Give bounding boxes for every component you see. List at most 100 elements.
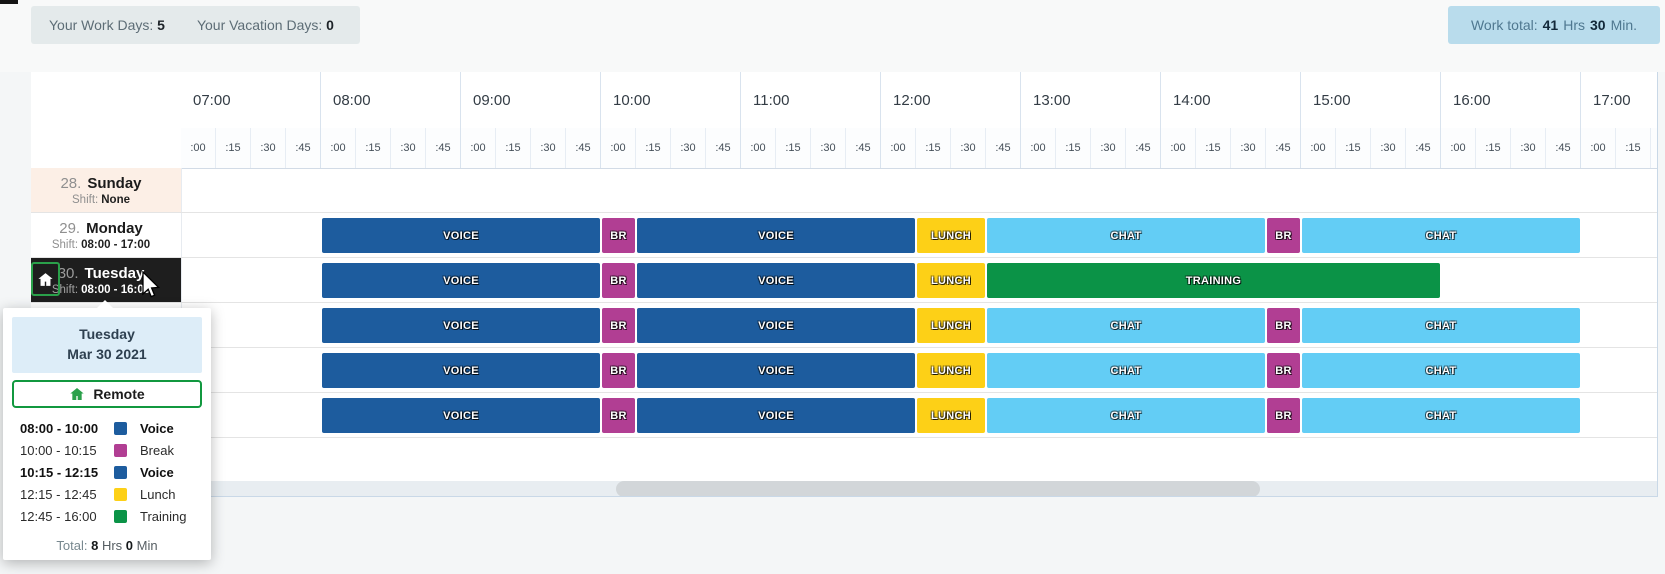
segment-voice[interactable]: VOICE <box>322 308 600 343</box>
popup-total-hours-unit: Hrs <box>101 537 123 553</box>
segment-br[interactable]: BR <box>1267 308 1300 343</box>
timeline-hour-1600: 16:00 <box>1441 72 1581 128</box>
segment-chat[interactable]: CHAT <box>987 353 1265 388</box>
segment-training[interactable]: TRAINING <box>987 263 1440 298</box>
timeline-hour-0900: 09:00 <box>461 72 601 128</box>
work-days-label: Your Work Days: <box>49 17 154 33</box>
timeline-quarter-1600-15: :15 <box>1476 128 1511 168</box>
popup-entry-training: 12:45 - 16:00 Training <box>3 506 211 528</box>
timeline-quarter-1600-30: :30 <box>1511 128 1546 168</box>
day-label-monday[interactable]: 29. Monday Shift: 08:00 - 17:00 <box>31 213 181 257</box>
popup-total-hours: 8 <box>91 537 99 553</box>
timeline-quarter-0900-15: :15 <box>496 128 531 168</box>
segment-chat[interactable]: CHAT <box>987 398 1265 433</box>
segment-chat[interactable]: CHAT <box>1302 308 1580 343</box>
schedule-grid: 07:00:00:15:30:45 08:00:00:15:30:45 09:00:… <box>31 72 1658 497</box>
segment-br[interactable]: BR <box>602 218 635 253</box>
segment-br[interactable]: BR <box>1267 353 1300 388</box>
segment-chat[interactable]: CHAT <box>987 308 1265 343</box>
segment-br[interactable]: BR <box>602 353 635 388</box>
timeline-hour-1400: 14:00 <box>1161 72 1301 128</box>
vacation-days-stat: Your Vacation Days: 0 <box>197 17 334 33</box>
timeline-quarter-1700-30: :30 <box>1651 128 1657 168</box>
segment-lunch[interactable]: LUNCH <box>917 308 985 343</box>
segment-voice[interactable]: VOICE <box>322 353 600 388</box>
timeline-quarter-1700-15: :15 <box>1616 128 1651 168</box>
segment-voice[interactable]: VOICE <box>322 398 600 433</box>
segment-voice[interactable]: VOICE <box>637 398 915 433</box>
timeline-quarter-1200-15: :15 <box>916 128 951 168</box>
timeline-quarter-1400-15: :15 <box>1196 128 1231 168</box>
entry-time: 12:15 - 12:45 <box>20 487 97 503</box>
timeline-quarter-1000-15: :15 <box>636 128 671 168</box>
segment-br[interactable]: BR <box>1267 218 1300 253</box>
shift-label: Shift: <box>51 238 79 251</box>
day-row: VOICE BR VOICE LUNCH CHAT BR CHAT <box>31 348 1657 393</box>
day-shift: Shift: 08:00 - 17:00 <box>52 239 150 251</box>
segment-br[interactable]: BR <box>602 308 635 343</box>
segment-voice[interactable]: VOICE <box>637 308 915 343</box>
entry-label: Break <box>140 443 174 459</box>
timeline-hour-1500: 15:00 <box>1301 72 1441 128</box>
segment-lunch[interactable]: LUNCH <box>917 353 985 388</box>
timeline-quarter-0800-15: :15 <box>356 128 391 168</box>
segment-chat[interactable]: CHAT <box>1302 218 1580 253</box>
remote-home-badge <box>31 262 60 296</box>
entry-label: Lunch <box>140 487 176 503</box>
home-icon <box>70 387 84 400</box>
day-label-tuesday[interactable]: 30. Tuesday Shift: 08:00 - 16:00 <box>31 258 181 302</box>
segment-voice[interactable]: VOICE <box>637 353 915 388</box>
remote-button[interactable]: Remote <box>12 379 202 408</box>
shift-value: 08:00 - 16:00 <box>81 283 151 296</box>
timeline-quarter-1100-15: :15 <box>776 128 811 168</box>
day-row-monday: 29. Monday Shift: 08:00 - 17:00 VOICE BR VOICE… <box>31 213 1657 258</box>
segment-chat[interactable]: CHAT <box>1302 353 1580 388</box>
timeline-quarter-0700-30: :30 <box>251 128 286 168</box>
day-name: Sunday <box>87 174 142 192</box>
entry-color-swatch <box>114 488 127 502</box>
timeline-quarter-1500-00: :00 <box>1301 128 1336 168</box>
timeline-hour-1300: 13:00 <box>1021 72 1161 128</box>
stats-summary: Your Work Days: 5 Your Vacation Days: 0 <box>31 6 360 44</box>
segment-br[interactable]: BR <box>602 398 635 433</box>
segment-chat[interactable]: CHAT <box>987 218 1265 253</box>
segment-br[interactable]: BR <box>1267 398 1300 433</box>
segment-lunch[interactable]: LUNCH <box>917 263 985 298</box>
popup-entry-voice: 08:00 - 10:00 Voice <box>3 418 211 440</box>
popup-entry-lunch: 12:15 - 12:45 Lunch <box>3 484 211 506</box>
timeline-quarter-0700-45: :45 <box>286 128 321 168</box>
segment-voice[interactable]: VOICE <box>322 263 600 298</box>
browser-corner-artifact <box>0 0 18 4</box>
segment-voice[interactable]: VOICE <box>322 218 600 253</box>
segment-br[interactable]: BR <box>602 263 635 298</box>
day-number: 30. <box>57 264 79 282</box>
segment-lunch[interactable]: LUNCH <box>917 398 985 433</box>
timeline-quarter-1300-15: :15 <box>1056 128 1091 168</box>
day-row: VOICE BR VOICE LUNCH CHAT BR CHAT <box>31 303 1657 348</box>
day-name: Monday <box>86 219 143 237</box>
popup-day-name: Tuesday <box>79 326 135 342</box>
work-days-stat: Your Work Days: 5 <box>49 17 165 33</box>
entry-color-swatch <box>114 510 127 524</box>
segment-chat[interactable]: CHAT <box>1302 398 1580 433</box>
timeline-quarter-1500-30: :30 <box>1371 128 1406 168</box>
segment-voice[interactable]: VOICE <box>637 218 915 253</box>
timeline-hour-1000: 10:00 <box>601 72 741 128</box>
segment-voice[interactable]: VOICE <box>637 263 915 298</box>
day-number: 29. <box>59 219 81 237</box>
entry-label: Training <box>140 509 187 525</box>
day-label-sunday[interactable]: 28. Sunday Shift: None <box>31 168 181 212</box>
horizontal-scrollbar-thumb[interactable] <box>616 481 1260 496</box>
timeline-quarter-1400-00: :00 <box>1161 128 1196 168</box>
timeline-quarter-1400-30: :30 <box>1231 128 1266 168</box>
timeline-quarter-1500-45: :45 <box>1406 128 1441 168</box>
timeline-quarter-1600-45: :45 <box>1546 128 1581 168</box>
popup-entry-voice: 10:15 - 12:15 Voice <box>3 462 211 484</box>
entry-label: Voice <box>140 421 174 437</box>
timeline-quarter-1400-45: :45 <box>1266 128 1301 168</box>
day-title: 28. Sunday <box>60 175 141 192</box>
popup-total-minutes-unit: Min <box>136 537 158 553</box>
popup-schedule-list: 08:00 - 10:00 Voice 10:00 - 10:15 Break 10:1… <box>3 418 211 528</box>
segment-lunch[interactable]: LUNCH <box>917 218 985 253</box>
work-total-badge: Work total: 41 Hrs 30 Min. <box>1448 6 1660 44</box>
